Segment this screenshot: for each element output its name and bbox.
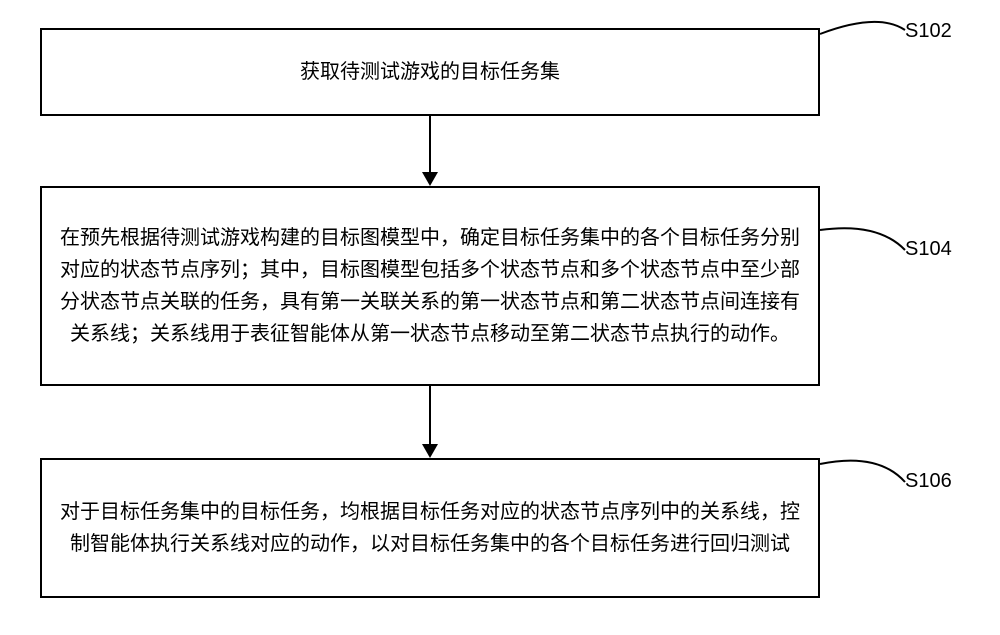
step-box-s102: 获取待测试游戏的目标任务集	[40, 28, 820, 116]
step-box-s106: 对于目标任务集中的目标任务，均根据目标任务对应的状态节点序列中的关系线，控制智能…	[40, 458, 820, 598]
arrow-down	[40, 386, 820, 458]
step-text: 在预先根据待测试游戏构建的目标图模型中，确定目标任务集中的各个目标任务分别对应的…	[60, 222, 800, 350]
arrow-shaft	[429, 386, 431, 444]
flowchart-canvas: 获取待测试游戏的目标任务集 S102 在预先根据待测试游戏构建的目标图模型中，确定目…	[0, 0, 1000, 635]
arrow-down	[40, 116, 820, 186]
step-box-s104: 在预先根据待测试游戏构建的目标图模型中，确定目标任务集中的各个目标任务分别对应的…	[40, 186, 820, 386]
arrow-head-icon	[422, 172, 438, 186]
step-label-s102: S102	[905, 20, 952, 43]
step-label-s104: S104	[905, 238, 952, 261]
step-text: 对于目标任务集中的目标任务，均根据目标任务对应的状态节点序列中的关系线，控制智能…	[60, 496, 800, 560]
step-text: 获取待测试游戏的目标任务集	[300, 56, 560, 88]
step-label-s106: S106	[905, 470, 952, 493]
arrow-head-icon	[422, 444, 438, 458]
arrow-shaft	[429, 116, 431, 172]
